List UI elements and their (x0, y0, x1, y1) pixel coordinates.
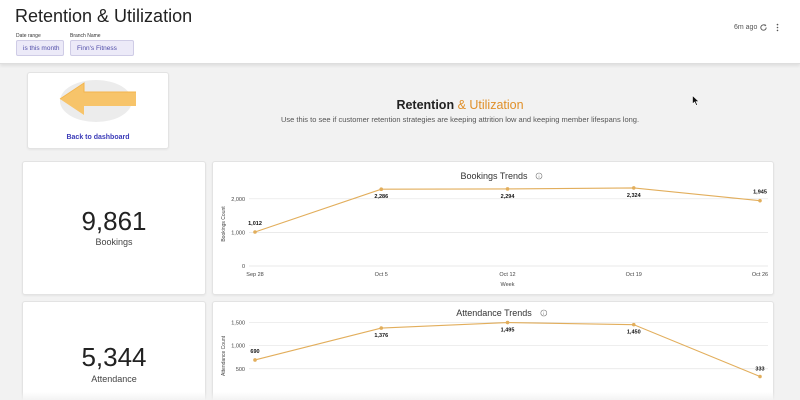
data-point (631, 186, 636, 190)
info-icon (535, 172, 543, 180)
y-tick-label: 500 (236, 367, 245, 373)
data-point (758, 374, 762, 379)
bookings-trends-chart: Bookings Trends i 0 1,000 2,000 Bookings Coun… (221, 171, 768, 288)
data-point (505, 187, 510, 191)
x-tick-label: Oct 19 (626, 272, 642, 278)
back-to-dashboard-card[interactable]: Back to dashboard (27, 72, 169, 149)
data-label: 333 (755, 367, 764, 373)
page-title: Retention & Utilization (15, 6, 193, 26)
y-axis-label: Attendance Count (221, 335, 227, 376)
bookings-kpi-value: 9,861 (81, 206, 147, 236)
data-label: 1,495 (501, 328, 515, 334)
x-tick-label: Oct 12 (499, 272, 515, 278)
section-subtitle: Use this to see if customer retention st… (280, 115, 640, 124)
date-range-filter-label: Date range (16, 33, 41, 39)
chart-title: Bookings Trends (460, 171, 528, 181)
branch-name-filter-label: Branch Name (70, 33, 101, 39)
bottom-fade (0, 392, 800, 400)
data-label: 1,945 (753, 190, 767, 196)
data-point (379, 187, 384, 191)
data-label: 2,286 (374, 194, 388, 200)
info-icon (540, 309, 548, 317)
back-to-dashboard-link[interactable]: Back to dashboard (66, 134, 130, 141)
y-tick-label: 1,000 (231, 344, 245, 350)
mouse-cursor-icon (692, 95, 700, 106)
data-point (631, 322, 636, 327)
refresh-icon[interactable] (759, 23, 768, 32)
date-range-filter[interactable]: is this month (16, 40, 64, 56)
bookings-kpi-card: 9,861 Bookings (22, 161, 206, 295)
bookings-kpi-label: Bookings (95, 237, 133, 247)
data-point (505, 320, 510, 325)
more-options-icon[interactable] (773, 23, 782, 32)
x-tick-label: Sep 28 (246, 272, 263, 278)
info-icon-glyph: i (543, 311, 544, 316)
attendance-trends-card: Attendance Trends i 500 1,000 1,500 Attendanc… (212, 301, 774, 400)
data-label: 1,376 (374, 333, 388, 339)
section-heading-accent: & Utilization (457, 98, 524, 112)
attendance-kpi-label: Attendance (91, 374, 137, 384)
bookings-trends-card: Bookings Trends i 0 1,000 2,000 Bookings Coun… (212, 161, 774, 295)
chart-title: Attendance Trends (456, 308, 532, 318)
data-point (379, 326, 384, 330)
data-point (253, 230, 257, 234)
attendance-kpi-card: 5,344 Attendance (22, 301, 206, 400)
section-heading: Retention & Utilization (300, 98, 620, 112)
y-tick-label: 1,500 (231, 320, 245, 326)
data-label: 690 (250, 349, 259, 355)
y-axis-label: Bookings Count (221, 206, 227, 242)
attendance-trends-chart: Attendance Trends i 500 1,000 1,500 Attendanc… (221, 308, 768, 379)
data-point (253, 358, 257, 362)
dashboard-header: Retention & Utilization Date range is th… (0, 0, 800, 64)
branch-name-filter[interactable]: Finn's Fitness (70, 40, 134, 56)
back-arrow-icon (59, 80, 136, 122)
y-tick-label: 1,000 (231, 230, 245, 236)
data-label: 1,450 (627, 330, 641, 336)
data-label: 1,012 (248, 221, 262, 227)
x-tick-label: Oct 26 (752, 272, 768, 278)
last-updated-text: 6m ago (734, 24, 758, 31)
info-icon-glyph: i (539, 174, 540, 179)
data-label: 2,324 (627, 193, 642, 199)
section-heading-main: Retention (396, 98, 455, 112)
attendance-kpi-value: 5,344 (81, 342, 147, 372)
y-tick-label: 0 (242, 264, 245, 270)
y-tick-label: 2,000 (231, 197, 245, 203)
data-point (758, 198, 762, 203)
x-tick-label: Oct 5 (375, 272, 388, 278)
data-label: 2,294 (501, 194, 516, 200)
x-axis-label: Week (501, 282, 515, 288)
